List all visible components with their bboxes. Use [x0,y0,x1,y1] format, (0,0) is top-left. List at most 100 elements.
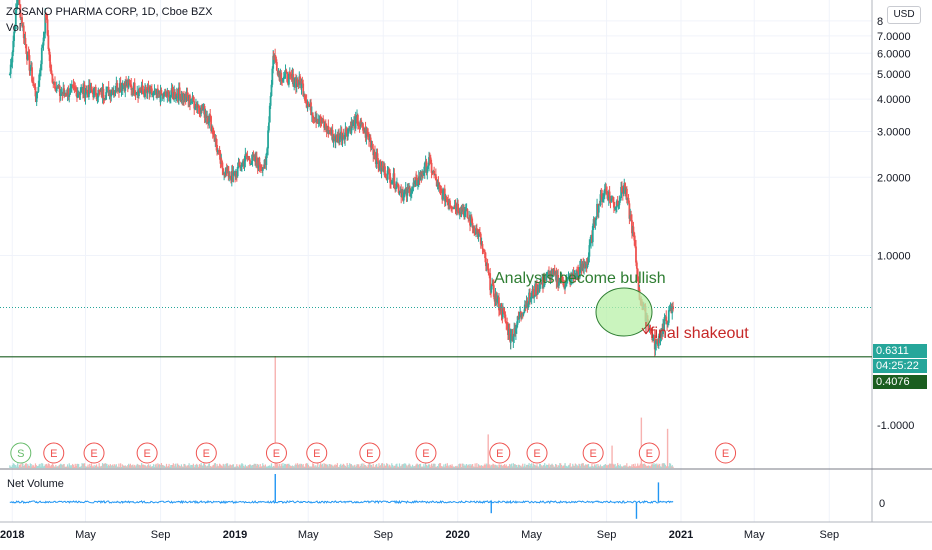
volume-bar [600,466,602,468]
candle-body [502,308,505,312]
shakeout-arrow-icon [641,322,651,335]
volume-bar [359,465,362,468]
candle-body [13,31,16,41]
candle-body [95,95,98,100]
earnings-event-marker [43,442,65,464]
candle-body [381,165,384,168]
candle-body [138,88,141,91]
volume-bar [389,465,391,468]
volume-bar [296,464,298,468]
volume-bar [405,465,408,468]
volume-bar [463,465,465,468]
volume-bar [448,465,450,468]
candle-body [110,92,113,97]
earnings-event-marker [526,442,548,464]
volume-bar [411,464,414,468]
candle-body [150,87,152,89]
candle-body [398,192,401,194]
price-levels [0,306,872,358]
candle-body [633,232,636,241]
time-tick-label: May [521,529,542,541]
candle-body [286,71,289,82]
earnings-event-marker [638,442,660,464]
volume-bar [651,463,653,468]
volume-bar [524,463,526,468]
event-marker-letter: E [50,448,57,460]
candle-body [25,44,28,54]
volume-bar [610,463,612,468]
volume-bar [209,465,211,468]
candle-body [420,171,423,177]
volume-bar [237,466,240,468]
volume-bar [479,465,481,468]
volume-bar [522,466,525,468]
candle-body [91,90,94,93]
volume-bar [620,466,622,468]
volume-bar [618,466,620,468]
candle-body [562,280,565,286]
volume-bar [85,466,87,468]
volume-bar [322,466,324,468]
candle-body [482,248,485,251]
candle-body [484,257,487,267]
candle-body [603,188,606,196]
volume-bar [300,463,303,468]
candle-body [606,190,608,196]
volume-bar [106,463,108,468]
candle-body [447,200,450,205]
candle-body [259,165,262,168]
time-tick-label: May [744,529,765,541]
volume-bar [497,466,499,468]
candle-body [70,86,72,88]
volume-bar [383,463,385,468]
volume-bar [444,466,446,468]
volume-bar [329,464,331,468]
volume-bar [644,464,647,468]
volume-bar [165,463,168,468]
volume-bar [139,464,141,468]
volume-bar [230,464,232,468]
volume-bar [219,464,222,468]
volume-bar [237,466,239,468]
volume-bar [72,463,74,468]
candle-body [121,83,124,89]
event-marker-letter: E [313,448,320,460]
volume-bar [105,463,107,468]
volume-bar [596,466,598,468]
volume-bar [185,465,187,468]
candle-body [285,70,288,72]
volume-bar [285,464,287,468]
volume-bar [165,466,167,468]
candle-body [112,90,115,95]
volume-bar [119,466,121,468]
volume-bar [308,466,310,468]
time-tick-label: 2019 [223,529,247,541]
volume-bar [124,465,126,468]
volume-bar [332,466,335,468]
price-tick-label: 5.0000 [877,69,911,81]
volume-bar [654,464,656,468]
volume-bar [386,463,389,468]
candle-body [203,106,206,118]
volume-bar [141,463,143,468]
candle-body [483,250,486,252]
candle-body [544,279,547,281]
candle-body [520,311,522,316]
candle-body [80,88,83,93]
volume-bar [368,463,370,468]
volume-bar [197,466,199,468]
candle-body [37,86,40,92]
currency-button[interactable]: USD [887,6,921,24]
candle-body [578,267,581,278]
volume-bar [361,463,363,468]
candle-body [650,328,653,333]
volume-bar [505,464,507,468]
volume-bar [46,463,48,468]
volume-bar [151,466,153,468]
volume-bar [627,466,629,468]
candle-body [429,157,432,163]
candle-body [628,203,631,219]
candle-body [270,84,273,96]
event-marker-letter: E [203,448,210,460]
candle-body [356,115,359,126]
